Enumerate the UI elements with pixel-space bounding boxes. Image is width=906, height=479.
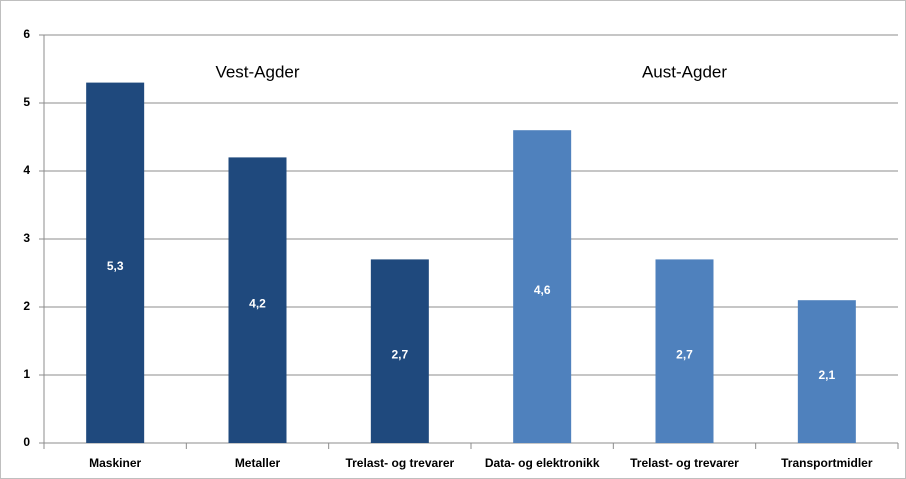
x-tick-label: Maskiner — [89, 456, 141, 470]
data-label: 2,7 — [676, 347, 693, 361]
data-label: 4,6 — [534, 283, 551, 297]
x-tick-label: Transportmidler — [781, 456, 873, 470]
annotation: Vest-Agder — [215, 62, 299, 81]
y-tick-label: 3 — [23, 231, 30, 245]
data-label: 4,2 — [249, 296, 266, 310]
bar — [655, 259, 714, 443]
x-tick-label: Data- og elektronikk — [485, 456, 600, 470]
bar — [370, 259, 429, 443]
bar — [797, 300, 856, 443]
data-label: 2,7 — [391, 347, 408, 361]
annotation: Aust-Agder — [642, 62, 727, 81]
x-tick-label: Metaller — [235, 456, 281, 470]
x-tick-label: Trelast- og trevarer — [345, 456, 454, 470]
y-tick-label: 6 — [23, 27, 30, 41]
bar — [86, 82, 145, 443]
y-tick-label: 0 — [23, 435, 30, 449]
y-tick-label: 2 — [23, 299, 30, 313]
data-label: 5,3 — [107, 259, 124, 273]
y-tick-label: 1 — [23, 367, 30, 381]
y-tick-label: 4 — [23, 163, 30, 177]
y-tick-label: 5 — [23, 95, 30, 109]
bar — [513, 130, 572, 443]
x-tick-label: Trelast- og trevarer — [630, 456, 739, 470]
bar — [228, 157, 287, 443]
data-label: 2,1 — [818, 368, 835, 382]
